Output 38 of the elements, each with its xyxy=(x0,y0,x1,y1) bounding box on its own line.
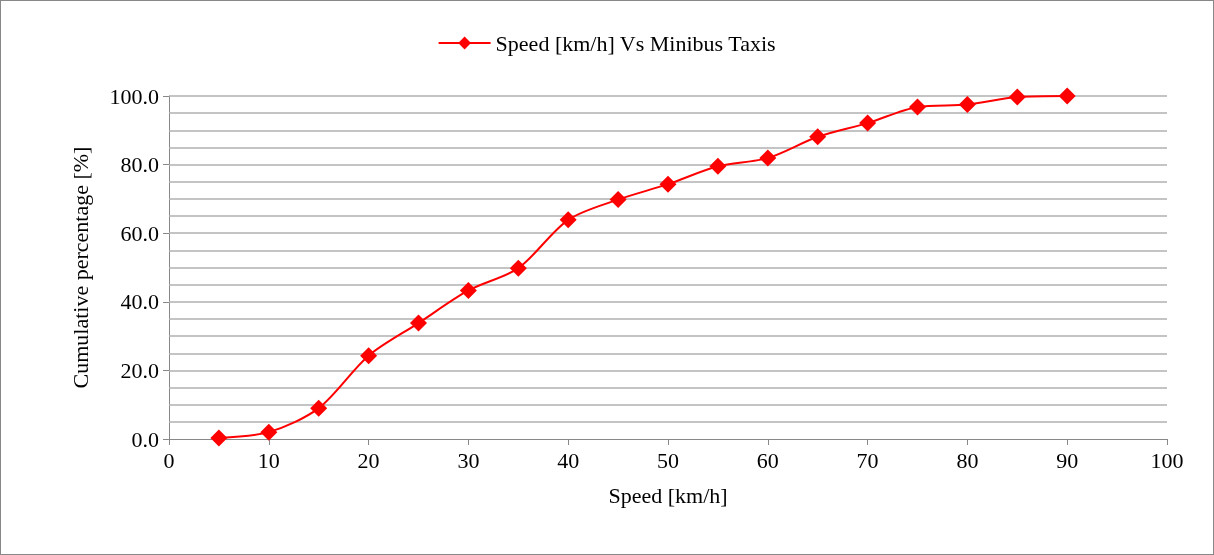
x-tick-label: 20 xyxy=(357,447,380,473)
x-tick-label: 40 xyxy=(557,447,580,473)
x-tick-label: 0 xyxy=(163,447,175,473)
legend-label: Speed [km/h] Vs Minibus Taxis xyxy=(495,30,776,56)
x-tick-label: 80 xyxy=(956,447,979,473)
point xyxy=(459,281,477,299)
point xyxy=(410,314,427,332)
point xyxy=(859,114,877,132)
x-axis-title: Speed [km/h] xyxy=(608,482,728,508)
y-tick-label: 0.0 xyxy=(131,426,159,452)
point xyxy=(909,98,926,116)
point xyxy=(360,347,378,365)
point xyxy=(260,423,278,441)
x-tick-label: 30 xyxy=(457,447,480,473)
y-axis-title: Cumulative percentage [%] xyxy=(67,146,93,389)
point xyxy=(1058,87,1076,105)
x-tick-label: 90 xyxy=(1056,447,1079,473)
x-tick-label: 70 xyxy=(856,447,879,473)
point xyxy=(759,149,777,167)
x-tick-label: 10 xyxy=(257,447,280,473)
point xyxy=(809,128,827,146)
point xyxy=(509,259,527,277)
point xyxy=(559,211,577,229)
y-tick-label: 100.0 xyxy=(109,83,159,109)
point xyxy=(609,191,627,209)
y-tick-label: 60.0 xyxy=(120,220,159,246)
point xyxy=(210,429,228,447)
point xyxy=(1008,88,1026,106)
y-tick-label: 20.0 xyxy=(120,357,159,383)
y-tick-label: 40.0 xyxy=(120,289,159,315)
x-tick-label: 100 xyxy=(1150,447,1184,473)
x-tick-label: 60 xyxy=(756,447,779,473)
x-tick-label: 50 xyxy=(657,447,679,473)
point xyxy=(659,175,677,193)
y-tick-label: 80.0 xyxy=(120,152,159,178)
point xyxy=(958,96,976,114)
point xyxy=(709,157,727,175)
point xyxy=(310,399,328,417)
